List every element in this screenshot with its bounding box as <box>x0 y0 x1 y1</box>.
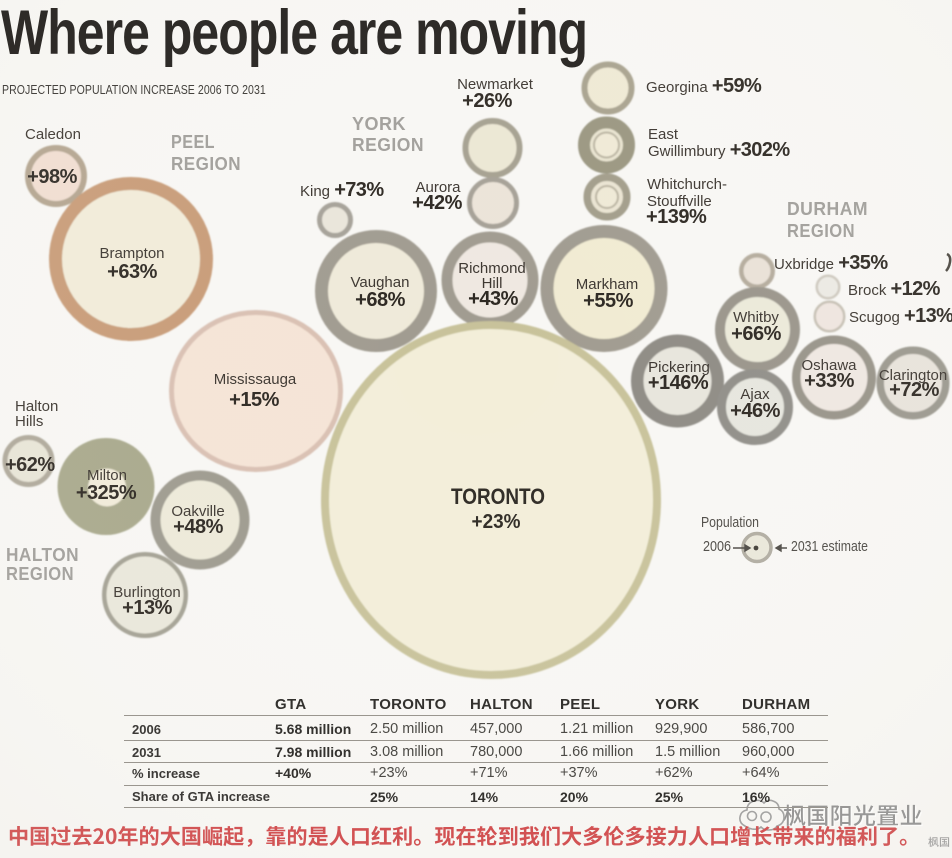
svg-text:+146%: +146% <box>648 372 709 394</box>
svg-text:+68%: +68% <box>355 289 405 311</box>
svg-text:+13%: +13% <box>122 597 172 619</box>
svg-text:+48%: +48% <box>173 516 223 538</box>
svg-text:REGION: REGION <box>6 563 74 584</box>
svg-text:DURHAM: DURHAM <box>787 198 868 219</box>
svg-text:REGION: REGION <box>171 153 241 174</box>
svg-text:King +73%: King +73% <box>300 179 384 201</box>
svg-text:Brampton: Brampton <box>99 245 164 262</box>
svg-text:+26%: +26% <box>462 90 512 112</box>
svg-text:+46%: +46% <box>730 400 780 422</box>
svg-text:+72%: +72% <box>889 379 939 401</box>
svg-text:Brock +12%: Brock +12% <box>848 278 941 300</box>
svg-text:+42%: +42% <box>412 192 462 214</box>
svg-text:Gwillimbury +302%: Gwillimbury +302% <box>648 139 790 161</box>
svg-text:+325%: +325% <box>76 482 137 504</box>
svg-text:+139%: +139% <box>646 206 707 228</box>
svg-text:REGION: REGION <box>352 134 424 155</box>
svg-text:HALTON: HALTON <box>6 544 79 565</box>
svg-text:Scugog +13%: Scugog +13% <box>849 305 952 327</box>
svg-text:+43%: +43% <box>468 288 518 310</box>
svg-text:Caledon: Caledon <box>25 126 81 143</box>
svg-text:+23%: +23% <box>472 511 521 533</box>
svg-text:+62%: +62% <box>5 454 55 476</box>
svg-text:Hills: Hills <box>15 413 43 430</box>
svg-text:+63%: +63% <box>107 261 157 283</box>
svg-text:PEEL: PEEL <box>171 131 215 152</box>
svg-text:Whitchurch-: Whitchurch- <box>647 176 727 193</box>
svg-text:YORK: YORK <box>352 113 406 134</box>
svg-text:2006: 2006 <box>703 538 731 555</box>
svg-text:2031 estimate: 2031 estimate <box>791 538 868 555</box>
svg-text:REGION: REGION <box>787 220 855 241</box>
svg-text:+33%: +33% <box>804 370 854 392</box>
svg-text:Population: Population <box>701 514 759 531</box>
svg-text:Mississauga: Mississauga <box>214 371 297 388</box>
svg-text:Uxbridge +35%: Uxbridge +35% <box>774 252 888 274</box>
svg-text:+98%: +98% <box>27 166 77 188</box>
svg-text:TORONTO: TORONTO <box>451 484 545 509</box>
svg-text:+15%: +15% <box>229 389 279 411</box>
svg-text:+66%: +66% <box>731 323 781 345</box>
svg-text:+55%: +55% <box>583 290 633 312</box>
svg-text:Georgina +59%: Georgina +59% <box>646 75 762 97</box>
svg-text:East: East <box>648 126 679 143</box>
